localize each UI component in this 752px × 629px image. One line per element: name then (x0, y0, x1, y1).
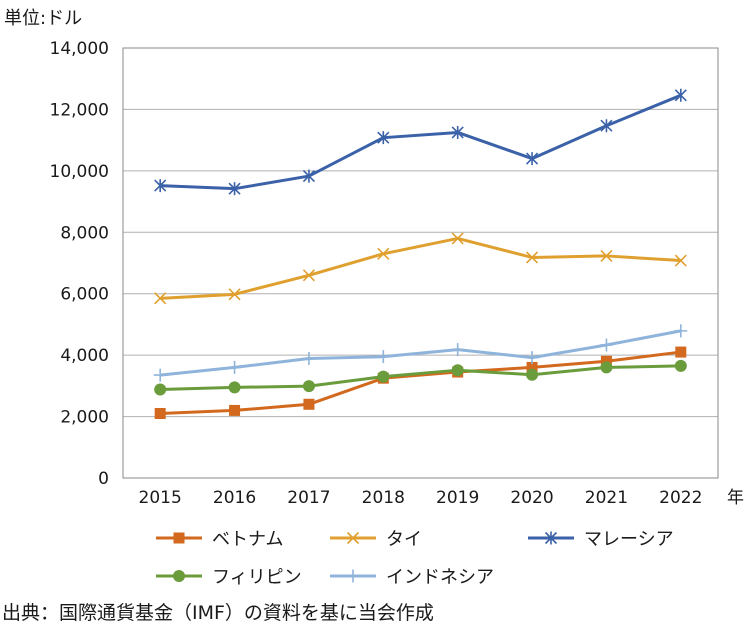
data-point (229, 404, 241, 416)
source-note: 出典：国際通貨基金（IMF）の資料を基に当会作成 (2, 602, 434, 624)
x-tick-label: 2021 (585, 488, 628, 508)
legend-label: マレーシア (584, 529, 674, 550)
data-point (674, 254, 687, 267)
data-point (154, 408, 166, 419)
data-point (303, 398, 315, 410)
legend-marker (173, 532, 185, 544)
data-point (154, 383, 167, 396)
legend-marker (346, 531, 360, 545)
data-point (228, 360, 242, 374)
x-tick-label: 2017 (287, 488, 330, 508)
data-point (377, 131, 390, 145)
legend-item: マレーシア (528, 529, 674, 550)
plot-frame (122, 47, 719, 479)
series-line (160, 329, 682, 377)
data-point (228, 381, 241, 394)
x-unit-label: 年 (727, 488, 744, 508)
x-tick-label: 2016 (213, 488, 256, 508)
data-point (674, 324, 688, 338)
data-point (525, 251, 539, 264)
data-point (153, 368, 167, 382)
y-tick-label: 14,000 (50, 39, 109, 59)
data-point (675, 346, 687, 358)
legend-marker (346, 569, 360, 583)
data-point (302, 169, 316, 183)
legend-item: ベトナム (156, 529, 283, 550)
data-point (599, 338, 613, 352)
legend-label: フィリピン (212, 567, 302, 588)
y-tick-label: 6,000 (60, 285, 109, 305)
legend-label: タイ (386, 529, 422, 550)
series-line (160, 350, 681, 415)
data-point (451, 343, 465, 357)
legend-marker (173, 570, 185, 582)
legend-marker (544, 531, 558, 545)
data-point (451, 232, 464, 245)
legend-item: タイ (330, 529, 422, 550)
data-point (154, 292, 167, 305)
y-unit-label: 単位:ドル (4, 8, 82, 29)
legend-label: インドネシア (386, 567, 494, 588)
data-point (451, 364, 464, 377)
data-point (376, 350, 390, 364)
data-point (228, 288, 241, 301)
x-tick-label: 2018 (362, 488, 405, 508)
data-point (600, 355, 612, 367)
data-point (600, 361, 613, 374)
x-tick-label: 2020 (510, 488, 553, 508)
data-point (600, 249, 613, 263)
data-point (377, 247, 390, 260)
data-point (600, 119, 613, 133)
plot-area: 0 2,000 4,000 6,000 8,000 10,000 12,000 14,000 2… (50, 39, 719, 508)
y-tick-label: 8,000 (60, 223, 109, 243)
series-line (160, 236, 681, 300)
data-point (302, 380, 315, 393)
x-tick-label: 2022 (659, 488, 702, 508)
data-point (154, 179, 167, 193)
data-point (451, 125, 464, 139)
data-point (228, 182, 241, 196)
data-point (526, 361, 538, 373)
data-point (525, 152, 539, 166)
legend-label: ベトナム (212, 529, 283, 550)
x-tick-label: 2019 (436, 488, 479, 508)
series-line (160, 364, 681, 392)
data-point (526, 368, 539, 381)
y-tick-label: 10,000 (50, 162, 109, 182)
data-point (674, 88, 687, 102)
series-line (160, 93, 682, 191)
x-tick-label: 2015 (139, 488, 182, 508)
y-tick-label: 4,000 (60, 346, 109, 366)
data-point (302, 352, 316, 366)
data-point (377, 370, 390, 383)
y-tick-label: 2,000 (60, 408, 109, 428)
data-point (302, 269, 316, 282)
data-point (525, 351, 539, 365)
y-tick-label: 0 (98, 469, 109, 489)
line-chart: 単位:ドル 年 0 2,000 4,000 6,000 8,000 10,000 12,00… (4, 8, 744, 588)
legend-item: インドネシア (330, 567, 494, 588)
y-tick-label: 12,000 (50, 100, 109, 120)
legend-item: フィリピン (156, 567, 302, 588)
data-point (674, 359, 687, 372)
